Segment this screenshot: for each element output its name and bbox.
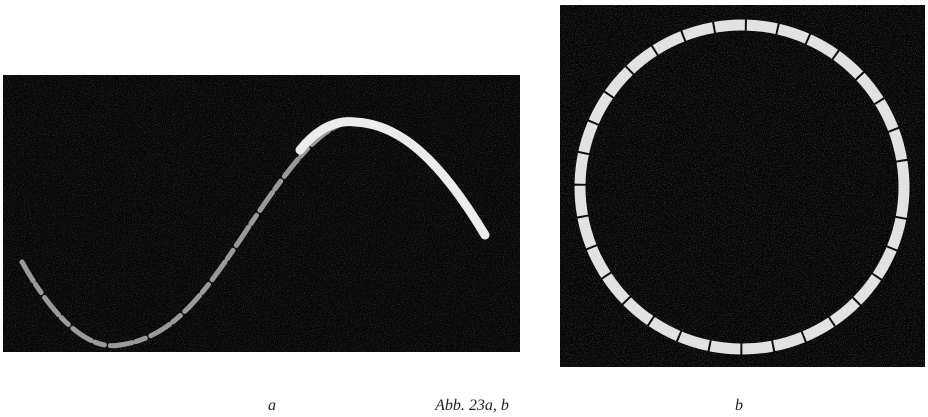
- panel-label: a: [268, 397, 276, 414]
- panel-b: [560, 5, 925, 367]
- page: a Abb. 23a, b b: [0, 0, 928, 417]
- panel-label: b: [735, 397, 743, 414]
- panel-a: [3, 75, 520, 352]
- photo-grain: [560, 5, 925, 367]
- caption: Abb. 23a, b: [434, 397, 509, 414]
- figure: a Abb. 23a, b b: [0, 0, 928, 417]
- photo-grain: [3, 75, 520, 352]
